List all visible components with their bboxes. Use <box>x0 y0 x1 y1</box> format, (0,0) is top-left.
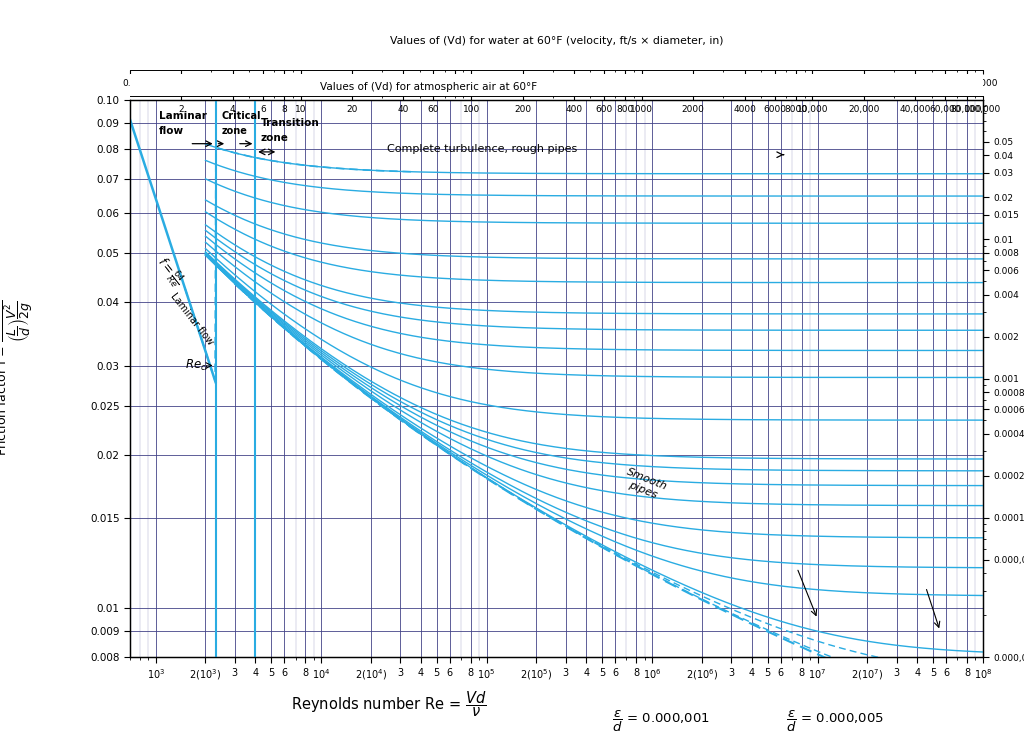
Title: Values of (Vd) for water at 60°F (velocity, ft/s × diameter, in): Values of (Vd) for water at 60°F (veloci… <box>390 36 723 46</box>
Text: Values of (Vd) for atmospheric air at 60°F: Values of (Vd) for atmospheric air at 60… <box>321 81 538 92</box>
Text: $\dfrac{\varepsilon}{d}$ = 0.000,001: $\dfrac{\varepsilon}{d}$ = 0.000,001 <box>611 709 710 734</box>
Text: zone: zone <box>221 126 248 135</box>
Text: Friction factor f = $\dfrac{h}{\left(\dfrac{L}{d}\right)\dfrac{V^2}{2g}}$: Friction factor f = $\dfrac{h}{\left(\df… <box>0 299 35 456</box>
Text: Laminar: Laminar <box>159 111 207 121</box>
Text: Complete turbulence, rough pipes: Complete turbulence, rough pipes <box>387 144 578 154</box>
Text: Laminar flow: Laminar flow <box>168 292 215 347</box>
Text: $f = \frac{64}{Re}$: $f = \frac{64}{Re}$ <box>151 252 187 290</box>
Text: Reynolds number Re = $\dfrac{Vd}{\nu}$: Reynolds number Re = $\dfrac{Vd}{\nu}$ <box>292 690 486 719</box>
Text: Critical: Critical <box>221 111 261 121</box>
Text: Smooth
pipes: Smooth pipes <box>621 466 669 502</box>
Text: zone: zone <box>260 133 289 144</box>
Text: $\dfrac{\varepsilon}{d}$ = 0.000,005: $\dfrac{\varepsilon}{d}$ = 0.000,005 <box>785 709 884 734</box>
Text: flow: flow <box>159 126 184 135</box>
Text: $Re_{cr}$: $Re_{cr}$ <box>184 358 211 373</box>
Text: Transition: Transition <box>260 118 319 128</box>
